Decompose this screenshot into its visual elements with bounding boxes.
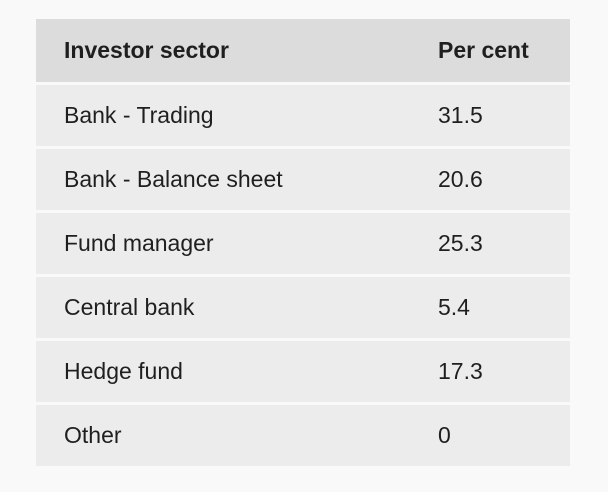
- percent-cell: 20.6: [402, 149, 570, 210]
- percent-cell: 5.4: [402, 277, 570, 338]
- table-row: Hedge fund 17.3: [36, 341, 570, 402]
- table-header: Investor sector Per cent: [36, 19, 570, 82]
- table-row: Central bank 5.4: [36, 277, 570, 338]
- percent-cell: 17.3: [402, 341, 570, 402]
- table-row: Other 0: [36, 405, 570, 466]
- table-row: Fund manager 25.3: [36, 213, 570, 274]
- table-row: Bank - Balance sheet 20.6: [36, 149, 570, 210]
- sector-cell: Bank - Balance sheet: [36, 149, 402, 210]
- percent-cell: 25.3: [402, 213, 570, 274]
- percent-cell: 0: [402, 405, 570, 466]
- sector-cell: Fund manager: [36, 213, 402, 274]
- sector-cell: Central bank: [36, 277, 402, 338]
- sector-cell: Hedge fund: [36, 341, 402, 402]
- header-per-cent: Per cent: [402, 19, 570, 82]
- percent-cell: 31.5: [402, 85, 570, 146]
- header-row: Investor sector Per cent: [36, 19, 570, 82]
- table-row: Bank - Trading 31.5: [36, 85, 570, 146]
- investor-sector-table: Investor sector Per cent Bank - Trading …: [36, 16, 570, 469]
- sector-cell: Other: [36, 405, 402, 466]
- sector-cell: Bank - Trading: [36, 85, 402, 146]
- header-investor-sector: Investor sector: [36, 19, 402, 82]
- table-body: Bank - Trading 31.5 Bank - Balance sheet…: [36, 85, 570, 466]
